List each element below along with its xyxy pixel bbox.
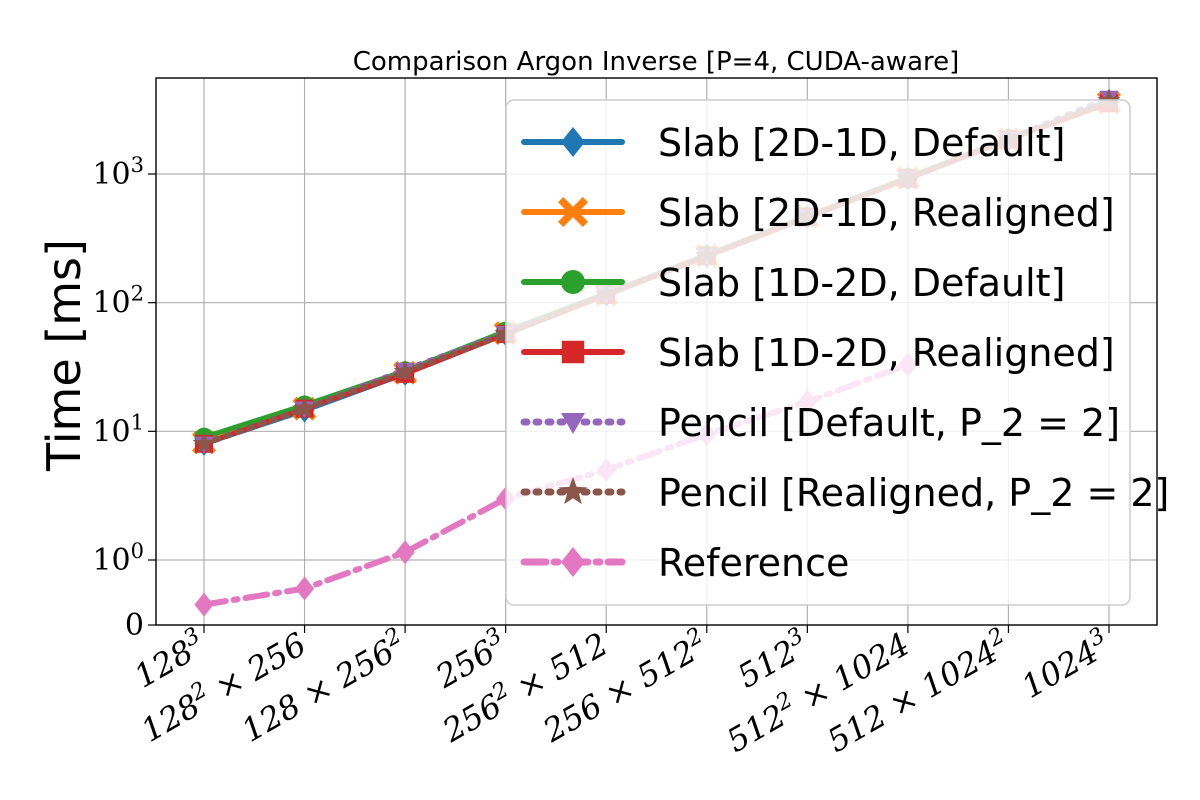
data-point [561, 127, 585, 157]
x-tick-label: 10243 [1014, 622, 1117, 705]
y-tick-label: 103 [92, 153, 144, 192]
plot-frame [155, 77, 1158, 626]
data-point [561, 270, 585, 294]
legend-box [505, 99, 1131, 606]
data-point [393, 359, 417, 382]
data-point [561, 547, 585, 577]
y-tick-label: 101 [92, 410, 144, 449]
y-tick-label: 100 [92, 539, 144, 578]
y-tick-label: 0 [125, 608, 144, 643]
legend-label: Pencil [Default, P_2 = 2] [658, 401, 1120, 445]
y-axis-label: Time [ms] [37, 239, 91, 472]
data-point [395, 540, 415, 565]
data-point [293, 396, 316, 419]
data-point [558, 477, 588, 505]
legend-label: Pencil [Realigned, P_2 = 2] [658, 471, 1169, 515]
legend-entry: Reference [520, 541, 849, 585]
data-point [192, 431, 216, 454]
legend-entry: Slab [2D-1D, Default] [521, 121, 1065, 165]
data-point [558, 197, 588, 227]
legend-label: Reference [658, 541, 849, 585]
legend: Slab [2D-1D, Default] Slab [2D-1D, Realig… [505, 99, 1169, 606]
legend-entry: Slab [1D-2D, Realigned] [521, 331, 1115, 375]
legend-label: Slab [1D-2D, Realigned] [658, 331, 1115, 375]
data-point [561, 413, 585, 434]
legend-label: Slab [2D-1D, Default] [658, 121, 1065, 165]
data-point [561, 340, 585, 364]
data-point [194, 592, 214, 617]
legend-label: Slab [1D-2D, Default] [658, 261, 1065, 305]
chart-title: Comparison Argon Inverse [P=4, CUDA-awar… [353, 47, 960, 77]
legend-label: Slab [2D-1D, Realigned] [658, 191, 1115, 235]
y-tick-label: 102 [92, 282, 144, 321]
legend-entry: Slab [2D-1D, Realigned] [521, 191, 1115, 235]
legend-entry: Slab [1D-2D, Default] [521, 261, 1065, 305]
legend-entry: Pencil [Realigned, P_2 = 2] [520, 471, 1169, 515]
legend-entry: Pencil [Default, P_2 = 2] [520, 401, 1120, 445]
data-point [294, 576, 315, 601]
